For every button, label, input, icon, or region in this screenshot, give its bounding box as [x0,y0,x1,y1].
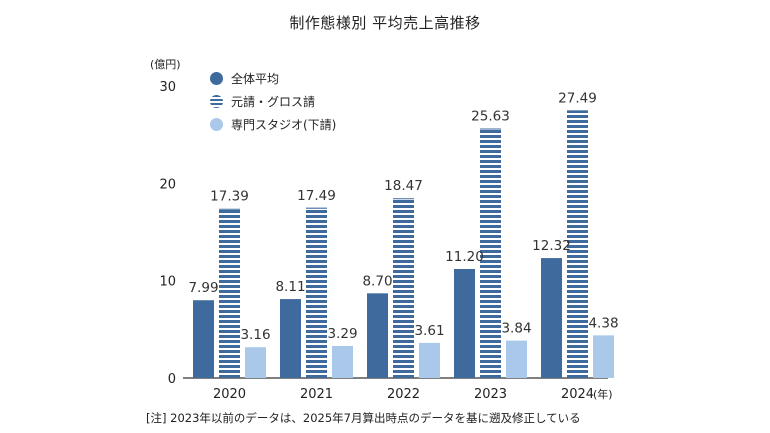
data-label-2020-series1: 17.39 [210,189,249,205]
bar-2021-series0 [280,299,301,378]
bar-2022-series2 [419,342,440,378]
footnote: [注] 2023年以前のデータは、2025年7月算出時点のデータを基に遡及修正し… [146,411,581,425]
legend-label-overall: 全体平均 [231,72,280,86]
data-label-2023-series0: 11.20 [445,249,484,265]
bar-2024-series1 [567,110,588,378]
x-tick-label: 2021 [300,387,333,402]
data-labels: 7.99 17.39 3.16 8.11 17.49 3.29 8.70 18.47 3.61 1… [188,90,618,343]
data-label-2021-series1: 17.49 [297,188,336,204]
y-tick-label: 20 [159,177,176,192]
bar-2024-series2 [593,335,614,378]
bar-2022-series0 [367,293,388,378]
x-tick-label: 2024 [561,387,594,402]
data-label-2023-series1: 25.63 [471,109,510,125]
bar-2023-series0 [454,268,475,378]
data-label-2021-series0: 8.11 [275,279,305,295]
y-tick-label: 10 [159,275,176,290]
axes: (億円) 0 10 20 30 2020 2021 2022 2023 2024(年) [150,58,613,402]
y-tick-label: 30 [159,80,176,95]
legend-swatch-studio [210,118,223,131]
data-label-2024-series2: 4.38 [588,315,618,331]
x-tick-label: 2023 [474,387,507,402]
legend-swatch-prime [210,95,223,108]
y-axis-unit: (億円) [150,58,181,71]
bar-2021-series2 [332,345,353,378]
bars [193,110,614,378]
legend-label-studio: 専門スタジオ(下請) [231,118,337,132]
bar-2024-series0 [541,258,562,378]
bar-2020-series0 [193,300,214,378]
legend-item-overall: 全体平均 [210,70,279,87]
data-label-2024-series0: 12.32 [532,238,571,254]
x-axis-unit: (年) [593,387,613,401]
data-label-2020-series2: 3.16 [240,327,270,343]
data-label-2023-series2: 3.84 [501,321,531,337]
bar-2020-series1 [219,208,240,378]
data-label-2021-series2: 3.29 [327,326,357,342]
data-label-2022-series2: 3.61 [414,323,444,339]
data-label-2020-series0: 7.99 [188,280,218,296]
bar-2023-series2 [506,340,527,378]
bar-2023-series1 [480,128,501,378]
legend-label-prime: 元請・グロス請 [231,95,316,109]
x-tick-label: 2020 [213,387,246,402]
data-label-2022-series0: 8.70 [362,273,392,289]
y-tick-label: 0 [168,372,176,387]
bar-2021-series1 [306,207,327,378]
x-tick-label: 2022 [387,387,420,402]
data-label-2022-series1: 18.47 [384,178,423,194]
legend-item-prime: 元請・グロス請 [210,93,315,110]
bar-2022-series1 [393,198,414,378]
chart-title: 制作態様別 平均売上高推移 [289,14,481,32]
legend-item-studio: 専門スタジオ(下請) [210,116,336,133]
data-label-2024-series1: 27.49 [558,90,597,106]
bar-2020-series2 [245,347,266,378]
legend-swatch-overall [210,72,223,85]
